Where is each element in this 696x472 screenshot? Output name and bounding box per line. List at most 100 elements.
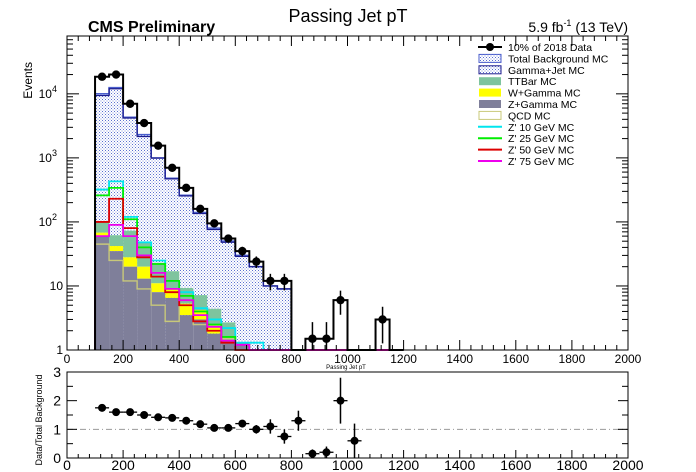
x-tick-label: 1400 <box>446 352 473 366</box>
legend-label: Z' 25 GeV MC <box>508 133 575 145</box>
data-point <box>266 276 275 286</box>
y-tick-label: 104 <box>39 84 57 101</box>
legend-swatch <box>478 53 502 63</box>
data-point <box>322 334 331 343</box>
stack-bin-w-gamma-mc <box>151 283 166 293</box>
x-tick-label: 200 <box>113 352 133 366</box>
ratio-y-tick-label: 1 <box>53 421 61 437</box>
stack-bin-w-gamma-mc <box>179 303 194 316</box>
ratio-y-tick-label: 2 <box>53 393 61 409</box>
ratio-x-tick-label: 1200 <box>388 457 419 472</box>
stack-bin-w-gamma-mc <box>137 266 152 279</box>
data-point <box>378 315 387 324</box>
chart-title: Passing Jet pT <box>288 6 407 26</box>
legend-label: Z+Gamma MC <box>508 99 578 111</box>
legend-swatch <box>479 77 501 86</box>
stack-bin-z-gamma-mc <box>179 315 194 350</box>
lumi-label: 5.9 fb-1 (13 TeV) <box>528 18 628 35</box>
ratio-plot: 0 1 2 3 0 200 400 600 800 1000 1200 1400 1600 1800 200… <box>53 364 644 472</box>
data-point <box>97 72 107 81</box>
ratio-point <box>280 432 289 441</box>
ratio-point <box>224 423 233 432</box>
ratio-point <box>308 449 317 458</box>
ratio-x-tick-label: 400 <box>168 457 192 472</box>
ratio-x-tick-label: 600 <box>224 457 248 472</box>
data-point <box>336 295 345 305</box>
ratio-point <box>252 425 261 434</box>
data-point <box>196 204 205 214</box>
legend-label: 10% of 2018 Data <box>508 42 592 54</box>
legend-marker-data <box>486 43 494 51</box>
ratio-x-tick-label: 1000 <box>332 457 363 472</box>
stack-bin-z-gamma-mc <box>221 340 236 350</box>
stack-bin-w-gamma-mc <box>123 257 138 267</box>
ratio-x-tick-label: 800 <box>280 457 304 472</box>
ratio-point <box>294 416 303 425</box>
total-background-bin <box>263 285 278 350</box>
stack-bin-w-gamma-mc <box>109 246 124 252</box>
stack-bin-z-gamma-mc <box>193 319 208 350</box>
ratio-point <box>154 413 163 422</box>
x-tick-label: 1200 <box>390 352 417 366</box>
data-point <box>167 163 177 172</box>
data-point <box>308 334 317 343</box>
y-axis-label: Events <box>21 62 35 99</box>
data-point <box>139 118 149 128</box>
stack-bin-ttbar-mc <box>221 322 236 341</box>
legend-label: TTBar MC <box>508 76 557 88</box>
stack-bin-z-gamma-mc <box>95 236 110 350</box>
ratio-x-tick-label: 1400 <box>444 457 475 472</box>
stack-bin-z-gamma-mc <box>151 292 166 350</box>
legend-swatch <box>479 100 501 108</box>
y-tick-label: 10 <box>50 279 64 293</box>
stack-bin-w-gamma-mc <box>207 325 222 334</box>
y-tick-label: 1 <box>56 343 63 357</box>
ratio-y-tick-label: 3 <box>53 364 61 380</box>
total-background-bin <box>235 255 250 350</box>
data-step-line <box>94 73 404 351</box>
x-tick-label: 800 <box>281 352 301 366</box>
legend-swatch <box>478 65 502 75</box>
x-tick-label: 400 <box>169 352 189 366</box>
ratio-point <box>350 436 359 445</box>
stack-bin-z-gamma-mc <box>109 251 124 350</box>
x-tick-label: 0 <box>64 352 71 366</box>
data-point <box>153 141 163 150</box>
legend-label: Z' 75 GeV MC <box>508 156 575 168</box>
ratio-x-tick-label: 0 <box>63 457 71 472</box>
stack-bin-z-gamma-mc <box>137 278 152 350</box>
data-point <box>182 183 191 193</box>
x-tick-label: 600 <box>225 352 245 366</box>
ratio-y-tick-label: 0 <box>53 450 61 466</box>
data-point <box>238 246 247 256</box>
ratio-point <box>266 422 275 431</box>
legend-label: Gamma+Jet MC <box>508 65 585 77</box>
x-tick-label: 1600 <box>502 352 529 366</box>
data-point <box>280 276 289 286</box>
stack-bin-z-gamma-mc <box>165 297 180 350</box>
ratio-x-tick-label: 1600 <box>500 457 531 472</box>
data-point <box>224 234 233 243</box>
ratio-point <box>98 403 107 412</box>
ratio-point <box>210 423 219 432</box>
stack-bin-ttbar-mc <box>207 308 222 326</box>
cms-label: CMS Preliminary <box>88 19 215 36</box>
x-axis-label: Passing Jet pT <box>326 365 366 371</box>
main-plot: 1 10 102 103 104 0 200 400 600 800 1000 1200 1400 160… <box>39 35 642 366</box>
ratio-point <box>336 396 345 405</box>
ratio-point <box>168 413 177 422</box>
ratio-x-tick-label: 200 <box>111 457 135 472</box>
legend-label: W+Gamma MC <box>508 88 581 100</box>
legend-label: Total Background MC <box>508 53 609 65</box>
stack-bin-z-gamma-mc <box>123 266 138 350</box>
x-tick-label: 2000 <box>615 352 642 366</box>
stack-bin-ttbar-mc <box>95 222 110 233</box>
data-point <box>252 257 261 266</box>
data-point <box>111 70 121 79</box>
ratio-point <box>322 448 331 457</box>
y-tick-label: 102 <box>39 212 57 229</box>
legend-label: Z' 10 GeV MC <box>508 122 575 134</box>
ratio-y-axis-label: Data/Total Background <box>34 374 44 465</box>
x-tick-label: 1800 <box>559 352 586 366</box>
